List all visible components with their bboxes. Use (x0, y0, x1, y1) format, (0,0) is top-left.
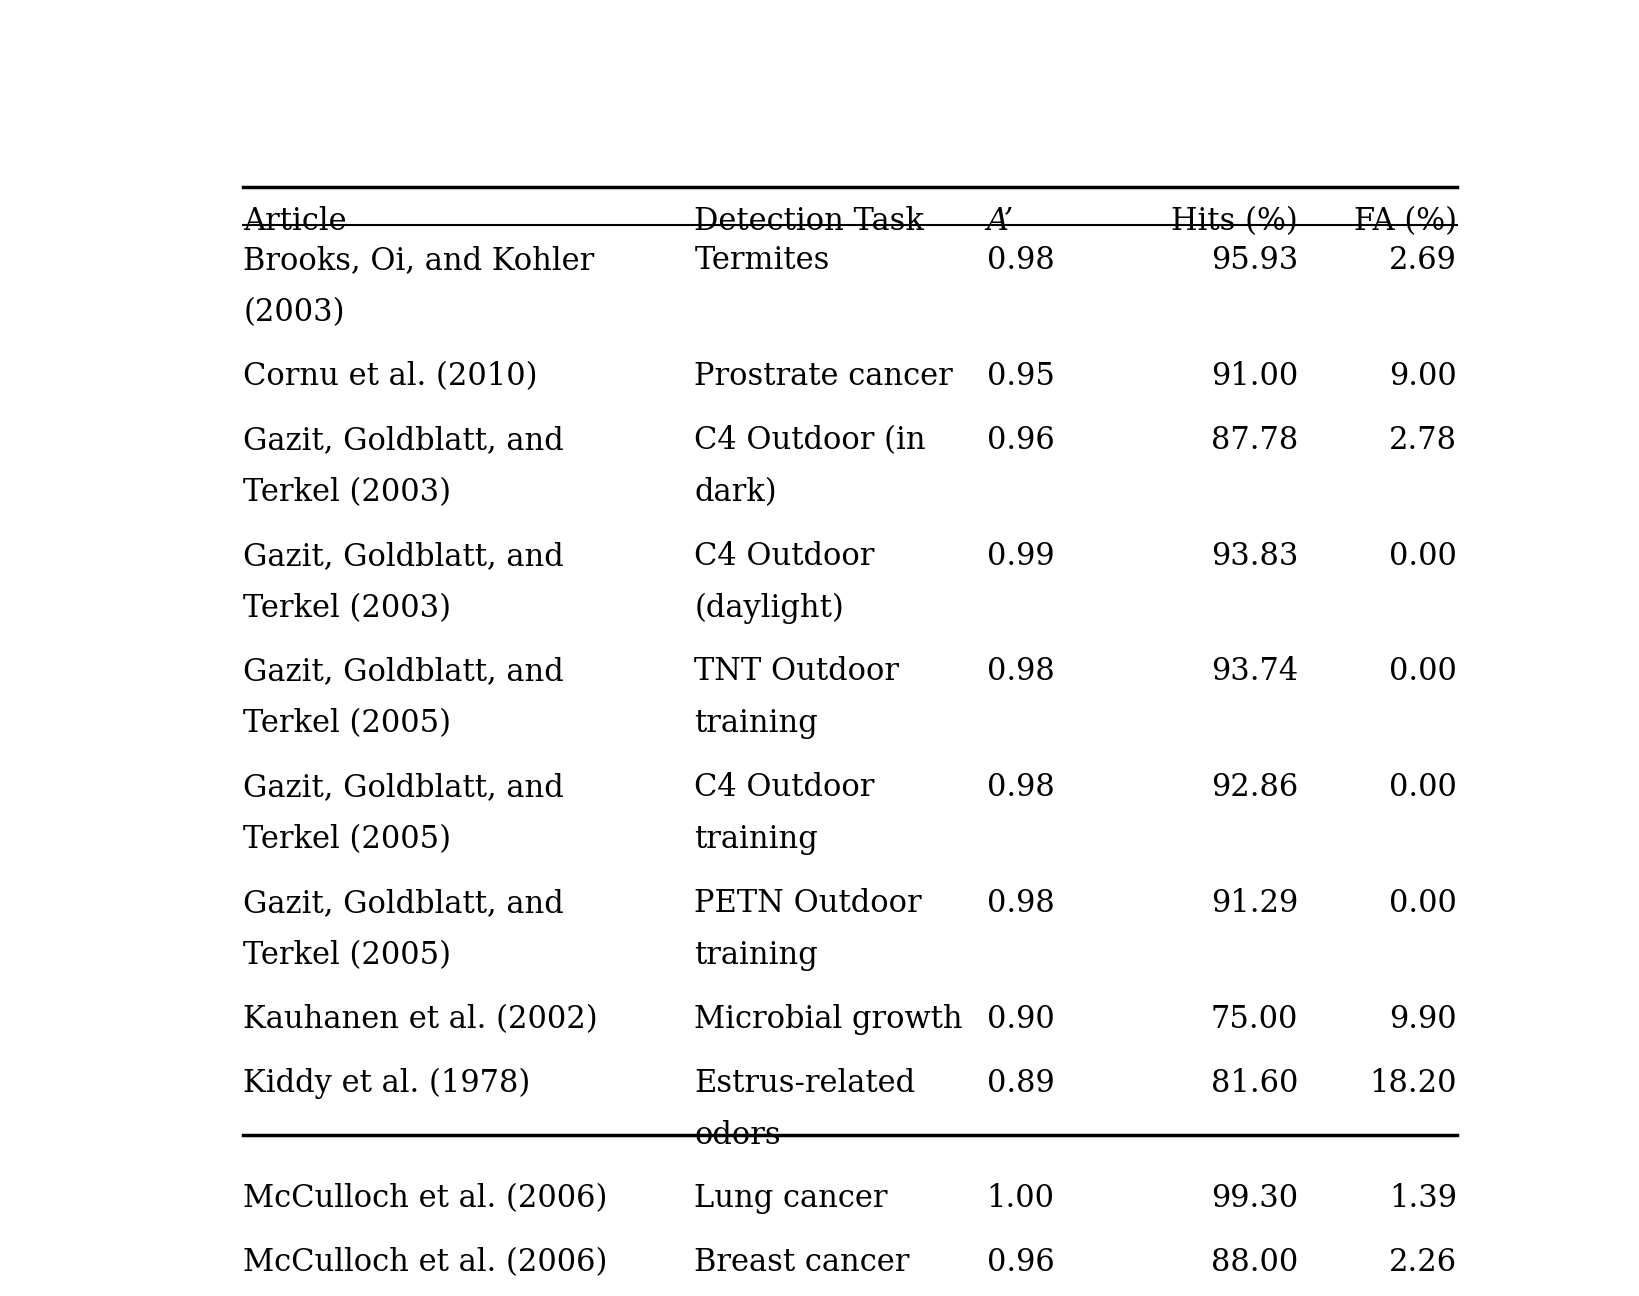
Text: training: training (693, 824, 818, 855)
Text: 93.83: 93.83 (1210, 540, 1298, 572)
Text: Microbial growth: Microbial growth (693, 1003, 962, 1034)
Text: 81.60: 81.60 (1210, 1068, 1298, 1099)
Text: Lung cancer: Lung cancer (693, 1183, 887, 1214)
Text: 93.74: 93.74 (1210, 657, 1298, 687)
Text: Terkel (2003): Terkel (2003) (243, 592, 451, 623)
Text: C4 Outdoor (in: C4 Outdoor (in (693, 425, 926, 456)
Text: Article: Article (243, 206, 346, 237)
Text: Terkel (2005): Terkel (2005) (243, 824, 451, 855)
Text: 0.00: 0.00 (1388, 540, 1455, 572)
Text: A’: A’ (987, 206, 1013, 237)
Text: Kiddy et al. (1978): Kiddy et al. (1978) (243, 1068, 529, 1099)
Text: 1.39: 1.39 (1388, 1183, 1455, 1214)
Text: 95.93: 95.93 (1210, 245, 1298, 276)
Text: (daylight): (daylight) (693, 592, 844, 623)
Text: Prostrate cancer: Prostrate cancer (693, 362, 952, 393)
Text: Terkel (2005): Terkel (2005) (243, 940, 451, 971)
Text: 0.96: 0.96 (987, 425, 1054, 456)
Text: 0.90: 0.90 (987, 1003, 1054, 1034)
Text: Breast cancer: Breast cancer (693, 1247, 910, 1278)
Text: Brooks, Oi, and Kohler: Brooks, Oi, and Kohler (243, 245, 593, 276)
Text: C4 Outdoor: C4 Outdoor (693, 772, 874, 804)
Text: Estrus-related: Estrus-related (693, 1068, 915, 1099)
Text: 18.20: 18.20 (1369, 1068, 1455, 1099)
Text: 92.86: 92.86 (1210, 772, 1298, 804)
Text: Gazit, Goldblatt, and: Gazit, Goldblatt, and (243, 540, 564, 572)
Text: 75.00: 75.00 (1210, 1003, 1298, 1034)
Text: Hits (%): Hits (%) (1170, 206, 1298, 237)
Text: TNT Outdoor: TNT Outdoor (693, 657, 898, 687)
Text: Termites: Termites (693, 245, 829, 276)
Text: Gazit, Goldblatt, and: Gazit, Goldblatt, and (243, 772, 564, 804)
Text: 0.89: 0.89 (987, 1068, 1054, 1099)
Text: Terkel (2003): Terkel (2003) (243, 477, 451, 508)
Text: odors: odors (693, 1120, 780, 1151)
Text: 2.69: 2.69 (1388, 245, 1455, 276)
Text: FA (%): FA (%) (1354, 206, 1455, 237)
Text: 88.00: 88.00 (1210, 1247, 1298, 1278)
Text: 0.95: 0.95 (987, 362, 1054, 393)
Text: 87.78: 87.78 (1210, 425, 1298, 456)
Text: 99.30: 99.30 (1210, 1183, 1298, 1214)
Text: (2003): (2003) (243, 297, 344, 328)
Text: 0.00: 0.00 (1388, 772, 1455, 804)
Text: C4 Outdoor: C4 Outdoor (693, 540, 874, 572)
Text: 2.78: 2.78 (1388, 425, 1455, 456)
Text: 9.90: 9.90 (1388, 1003, 1455, 1034)
Text: 91.00: 91.00 (1210, 362, 1298, 393)
Text: training: training (693, 709, 818, 739)
Text: Kauhanen et al. (2002): Kauhanen et al. (2002) (243, 1003, 597, 1034)
Text: Terkel (2005): Terkel (2005) (243, 709, 451, 739)
Text: 91.29: 91.29 (1210, 888, 1298, 919)
Text: dark): dark) (693, 477, 777, 508)
Text: 2.26: 2.26 (1388, 1247, 1455, 1278)
Text: 0.00: 0.00 (1388, 657, 1455, 687)
Text: McCulloch et al. (2006): McCulloch et al. (2006) (243, 1183, 606, 1214)
Text: Cornu et al. (2010): Cornu et al. (2010) (243, 362, 538, 393)
Text: 0.00: 0.00 (1388, 888, 1455, 919)
Text: 0.98: 0.98 (987, 772, 1054, 804)
Text: 0.96: 0.96 (987, 1247, 1054, 1278)
Text: 1.00: 1.00 (987, 1183, 1054, 1214)
Text: 0.98: 0.98 (987, 888, 1054, 919)
Text: 0.98: 0.98 (987, 245, 1054, 276)
Text: training: training (693, 940, 818, 971)
Text: Gazit, Goldblatt, and: Gazit, Goldblatt, and (243, 888, 564, 919)
Text: McCulloch et al. (2006): McCulloch et al. (2006) (243, 1247, 606, 1278)
Text: 9.00: 9.00 (1388, 362, 1455, 393)
Text: 0.99: 0.99 (987, 540, 1054, 572)
Text: 0.98: 0.98 (987, 657, 1054, 687)
Text: PETN Outdoor: PETN Outdoor (693, 888, 921, 919)
Text: Gazit, Goldblatt, and: Gazit, Goldblatt, and (243, 657, 564, 687)
Text: Detection Task: Detection Task (693, 206, 924, 237)
Text: Gazit, Goldblatt, and: Gazit, Goldblatt, and (243, 425, 564, 456)
